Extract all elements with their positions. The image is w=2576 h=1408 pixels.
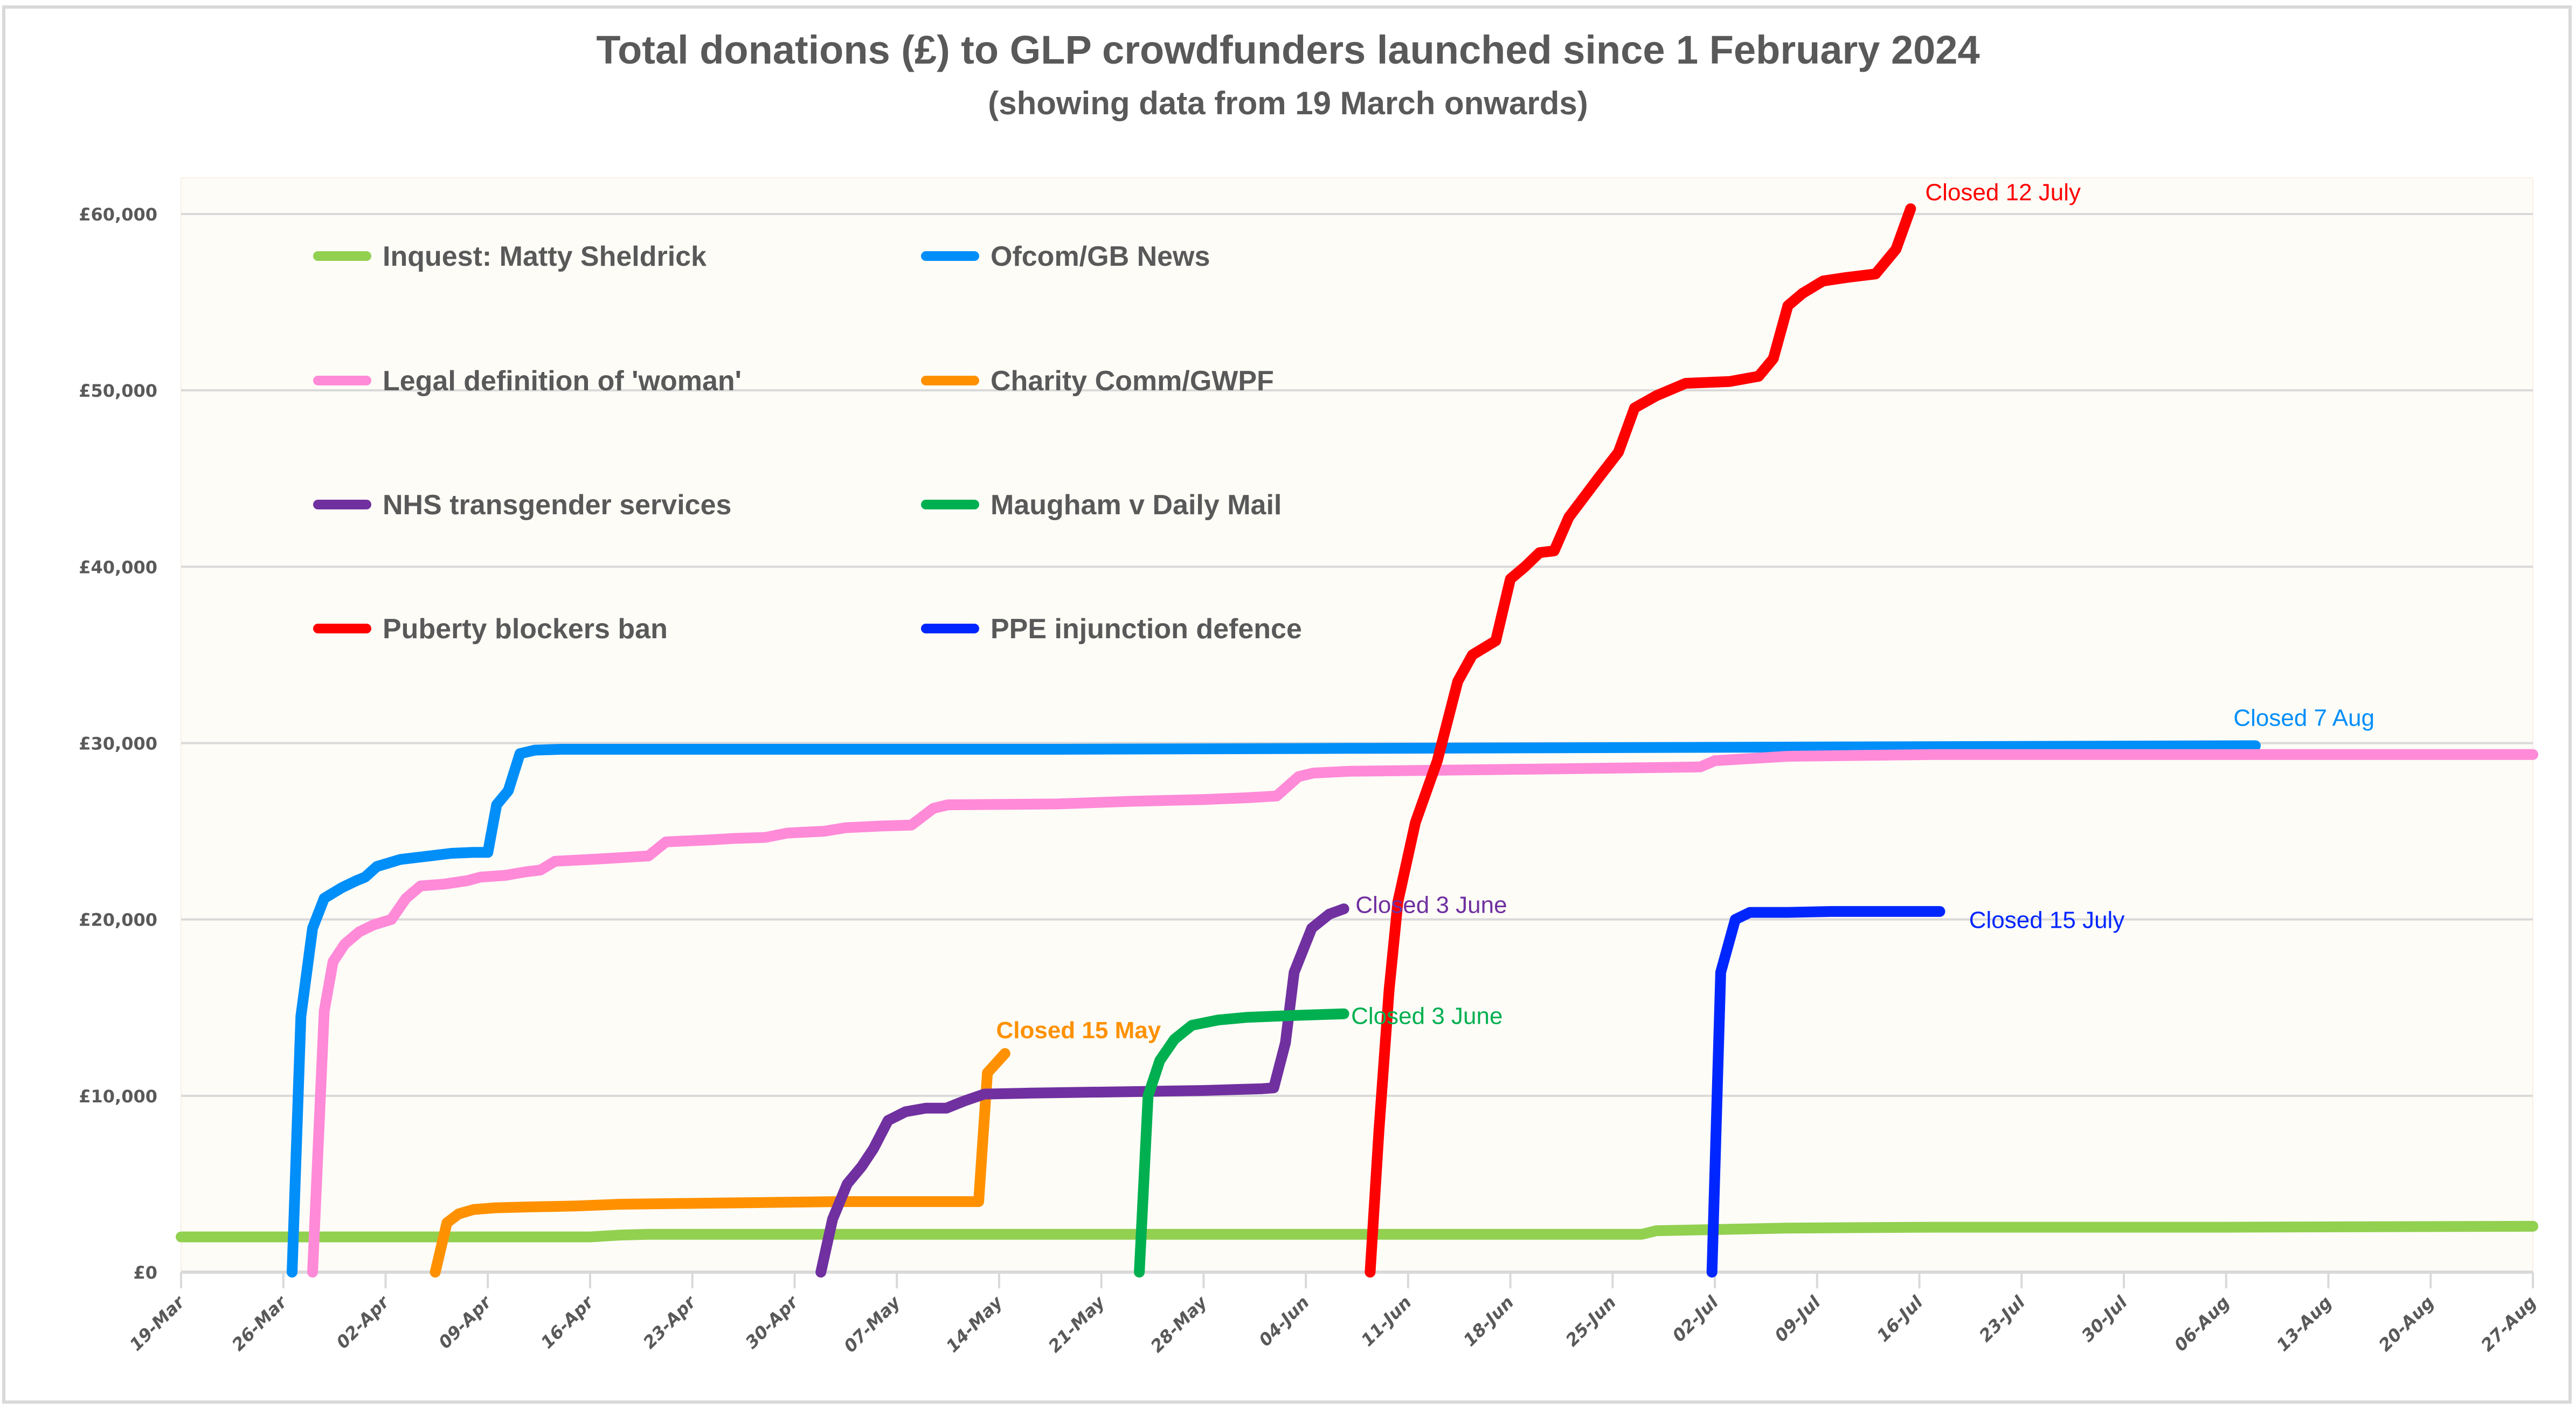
x-axis: 19-Mar 26-Mar 02-Apr 09-Apr 16-Apr 23-Apr 30-A…: [126, 1272, 2540, 1356]
x-tick-label: 16-Apr: [537, 1291, 598, 1352]
legend-item: Maugham v Daily Mail: [921, 489, 1282, 521]
series-line-legal-definition-of-woman: [307, 749, 2538, 1278]
series-line-maugham-v-daily-mail: [1134, 1008, 1349, 1278]
legend-label: PPE injunction defence: [991, 613, 1302, 645]
y-tick-label: £40,000: [79, 557, 157, 577]
annotation-label: Closed 7 Aug: [2233, 705, 2374, 731]
x-tick-label: 13-Aug: [2273, 1292, 2336, 1356]
series-line-charity-comm-gwpf: [430, 1048, 1010, 1278]
legend-label: Legal definition of 'woman': [383, 365, 742, 397]
legend-item: Puberty blockers ban: [313, 613, 668, 645]
legend-label: Inquest: Matty Sheldrick: [383, 241, 707, 272]
series-lines: [176, 203, 2538, 1278]
x-tick-label: 23-Apr: [639, 1291, 701, 1352]
annotations: Closed 12 July Closed 7 Aug Closed 3 June C…: [996, 180, 2374, 1044]
x-tick-label: 23-Jul: [1975, 1292, 2030, 1346]
x-tick-label: 02-Apr: [333, 1291, 394, 1352]
legend: Inquest: Matty Sheldrick Ofcom/GB News Leg…: [313, 241, 1302, 645]
legend-item: Legal definition of 'woman': [313, 365, 742, 397]
x-tick-label: 25-Jun: [1562, 1292, 1620, 1350]
legend-item: Ofcom/GB News: [921, 241, 1210, 272]
x-tick-label: 30-Jul: [2078, 1292, 2132, 1346]
legend-item: Charity Comm/GWPF: [921, 365, 1274, 397]
legend-label: Ofcom/GB News: [991, 241, 1210, 272]
legend-label: Maugham v Daily Mail: [991, 489, 1282, 521]
legend-item: Inquest: Matty Sheldrick: [313, 241, 707, 272]
plot-area: [181, 177, 2533, 1273]
legend-item: NHS transgender services: [313, 489, 731, 521]
series-line-puberty-blockers-ban: [1365, 203, 1916, 1278]
x-tick-label: 19-Mar: [126, 1291, 189, 1355]
y-tick-label: £50,000: [79, 381, 157, 401]
x-tick-label: 09-Apr: [434, 1291, 496, 1352]
series-line-ppe-injunction-defence: [1706, 906, 1945, 1278]
annotation-label: Closed 3 June: [1355, 892, 1507, 918]
x-tick-label: 07-May: [840, 1292, 904, 1356]
y-tick-label: £20,000: [79, 910, 157, 930]
chart-subtitle: (showing data from 19 March onwards): [988, 85, 1588, 121]
legend-label: Charity Comm/GWPF: [991, 365, 1274, 397]
x-tick-label: 18-Jun: [1459, 1292, 1518, 1350]
annotation-label: Closed 3 June: [1351, 1003, 1502, 1030]
annotation-label: Closed 15 July: [1969, 907, 2125, 933]
x-tick-label: 21-May: [1044, 1292, 1109, 1356]
x-tick-label: 16-Jul: [1873, 1292, 1927, 1346]
x-tick-label: 26-Mar: [228, 1291, 292, 1355]
legend-item: PPE injunction defence: [921, 613, 1302, 645]
y-axis: £0 £10,000 £20,000 £30,000 £40,000 £50,000 £60…: [79, 204, 157, 1283]
series-line-ofcom-gb-news: [287, 740, 2261, 1278]
x-tick-label: 20-Aug: [2374, 1292, 2438, 1356]
x-tick-label: 02-Jul: [1668, 1292, 1723, 1346]
x-tick-label: 04-Jun: [1255, 1292, 1313, 1350]
y-tick-label: £30,000: [79, 734, 157, 754]
annotation-label: Closed 15 May: [996, 1017, 1161, 1044]
legend-label: NHS transgender services: [383, 489, 731, 521]
y-tick-label: £60,000: [79, 204, 157, 225]
x-tick-label: 06-Aug: [2170, 1292, 2234, 1356]
series-line-nhs-transgender-services: [815, 903, 1349, 1278]
x-tick-label: 11-Jun: [1357, 1292, 1415, 1350]
annotation-label: Closed 12 July: [1925, 180, 2081, 206]
y-tick-label: £0: [133, 1262, 157, 1283]
y-tick-label: £10,000: [79, 1086, 157, 1107]
x-tick-label: 09-Jul: [1770, 1292, 1825, 1346]
series-line-inquest-matty-sheldrick: [176, 1220, 2538, 1243]
chart-title: Total donations (£) to GLP crowdfunders …: [596, 27, 1979, 72]
x-tick-label: 30-Apr: [741, 1291, 802, 1352]
x-tick-label: 14-May: [942, 1292, 1007, 1356]
x-tick-label: 28-May: [1146, 1292, 1211, 1356]
x-tick-label: 27-Aug: [2477, 1292, 2540, 1356]
gridlines: [181, 213, 2533, 1274]
legend-label: Puberty blockers ban: [383, 613, 668, 645]
